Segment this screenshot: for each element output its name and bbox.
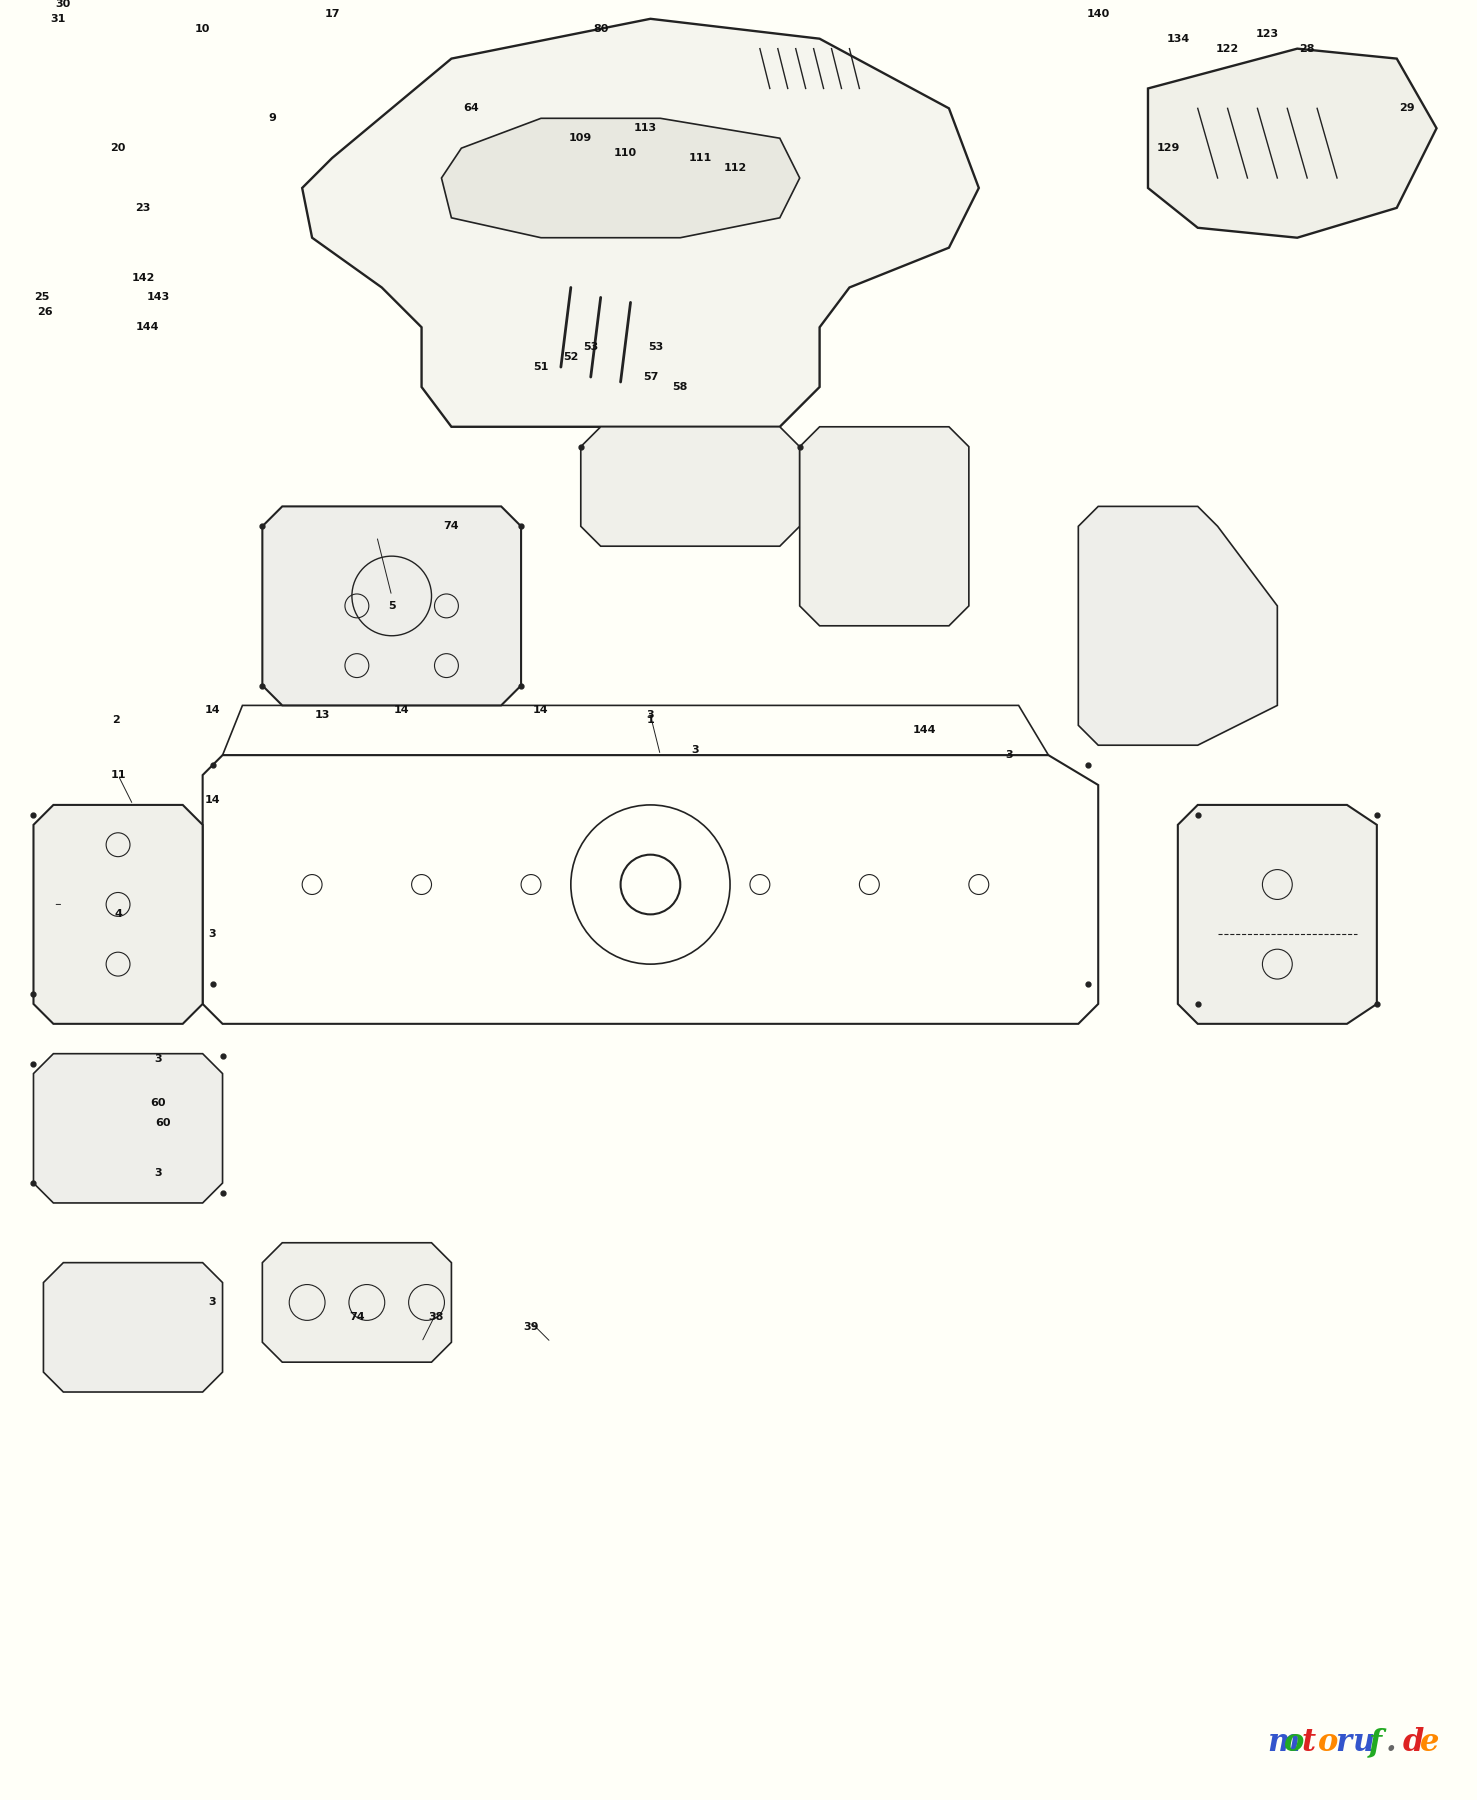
Text: o: o: [1285, 1728, 1304, 1759]
Text: 14: 14: [394, 706, 409, 715]
Text: 11: 11: [111, 770, 126, 779]
Polygon shape: [303, 18, 979, 427]
Text: 110: 110: [614, 148, 637, 158]
Text: 30: 30: [56, 0, 71, 9]
Text: 51: 51: [533, 362, 548, 373]
Text: 123: 123: [1255, 29, 1279, 40]
Polygon shape: [34, 805, 202, 1024]
Text: 113: 113: [634, 122, 657, 133]
Text: 129: 129: [1156, 144, 1180, 153]
Text: 122: 122: [1216, 43, 1239, 54]
Text: 112: 112: [724, 164, 747, 173]
Text: 74: 74: [443, 522, 459, 531]
Text: 53: 53: [583, 342, 598, 353]
Text: 144: 144: [136, 322, 160, 333]
Polygon shape: [263, 506, 521, 706]
Text: 140: 140: [1087, 9, 1109, 18]
Polygon shape: [799, 427, 969, 626]
Text: m: m: [1267, 1728, 1300, 1759]
Text: f: f: [1369, 1728, 1382, 1759]
Text: e: e: [1419, 1728, 1439, 1759]
Polygon shape: [1078, 506, 1278, 745]
Text: t: t: [1301, 1728, 1316, 1759]
Text: 2: 2: [112, 715, 120, 725]
Text: 57: 57: [642, 373, 659, 382]
Text: 74: 74: [349, 1312, 365, 1323]
Polygon shape: [43, 1262, 223, 1391]
Text: 20: 20: [111, 144, 126, 153]
Text: 3: 3: [647, 711, 654, 720]
Text: 25: 25: [34, 292, 49, 302]
Text: 111: 111: [688, 153, 712, 164]
Polygon shape: [580, 427, 799, 545]
Text: 53: 53: [648, 342, 663, 353]
Text: 13: 13: [315, 711, 329, 720]
Text: .: .: [1385, 1728, 1396, 1759]
Text: 23: 23: [136, 203, 151, 212]
Text: 4: 4: [114, 909, 123, 920]
Text: 31: 31: [50, 14, 66, 23]
Polygon shape: [442, 119, 799, 238]
Text: r: r: [1335, 1728, 1351, 1759]
Text: 1: 1: [647, 715, 654, 725]
Text: 3: 3: [208, 1298, 217, 1307]
Text: 39: 39: [523, 1323, 539, 1332]
Text: 143: 143: [146, 292, 170, 302]
Text: u: u: [1351, 1728, 1374, 1759]
Text: 10: 10: [195, 23, 210, 34]
Text: d: d: [1403, 1728, 1424, 1759]
Text: 109: 109: [569, 133, 592, 144]
Text: 26: 26: [37, 308, 53, 317]
Text: 14: 14: [205, 706, 220, 715]
Text: 134: 134: [1167, 34, 1189, 43]
Text: 3: 3: [154, 1053, 161, 1064]
Text: 14: 14: [205, 796, 220, 805]
Text: 28: 28: [1300, 43, 1315, 54]
Text: 64: 64: [464, 103, 479, 113]
Text: 38: 38: [428, 1312, 445, 1323]
Text: 144: 144: [913, 725, 936, 734]
Text: o: o: [1317, 1728, 1338, 1759]
Text: 17: 17: [325, 9, 340, 18]
Polygon shape: [263, 1242, 452, 1363]
Text: 60: 60: [155, 1118, 171, 1129]
Text: 3: 3: [691, 745, 699, 756]
Polygon shape: [1177, 805, 1377, 1024]
Polygon shape: [34, 1053, 223, 1202]
Text: 5: 5: [388, 601, 396, 610]
Text: 142: 142: [131, 272, 155, 283]
Text: 52: 52: [563, 353, 579, 362]
Text: 58: 58: [672, 382, 688, 392]
Text: 29: 29: [1399, 103, 1415, 113]
Text: 3: 3: [208, 929, 217, 940]
Text: 14: 14: [533, 706, 549, 715]
Polygon shape: [1148, 49, 1437, 238]
Text: 80: 80: [592, 23, 609, 34]
Text: 60: 60: [151, 1098, 165, 1109]
Text: 9: 9: [269, 113, 276, 124]
Text: 3: 3: [1004, 751, 1012, 760]
Text: 3: 3: [154, 1168, 161, 1177]
